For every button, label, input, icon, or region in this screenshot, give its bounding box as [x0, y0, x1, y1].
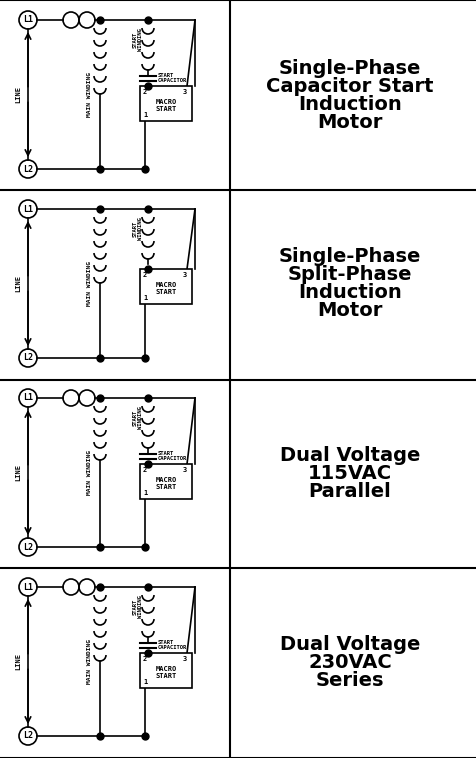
Text: Single-Phase: Single-Phase — [278, 58, 420, 77]
Text: Dual Voltage: Dual Voltage — [279, 635, 419, 654]
Text: Capacitor Start: Capacitor Start — [266, 77, 433, 96]
Text: MACRO
START: MACRO START — [155, 666, 176, 679]
Text: 2: 2 — [143, 656, 147, 662]
Text: 1: 1 — [143, 490, 147, 496]
Text: Induction: Induction — [298, 95, 401, 114]
Text: L2: L2 — [23, 353, 33, 362]
Text: 115VAC: 115VAC — [307, 465, 391, 484]
Text: L1: L1 — [23, 393, 33, 402]
Text: Single-Phase: Single-Phase — [278, 248, 420, 267]
Text: Series: Series — [315, 672, 384, 691]
Text: MAIN WINDING: MAIN WINDING — [87, 261, 92, 306]
Text: MACRO
START: MACRO START — [155, 477, 176, 490]
Text: L1: L1 — [23, 582, 33, 591]
Text: Parallel: Parallel — [308, 483, 390, 502]
Bar — [140, 86, 192, 121]
Text: MAIN WINDING: MAIN WINDING — [87, 639, 92, 684]
Text: 2: 2 — [143, 272, 147, 278]
Text: START
CAPACITOR: START CAPACITOR — [158, 450, 187, 462]
Text: L1: L1 — [23, 15, 33, 24]
Text: 3: 3 — [182, 272, 187, 278]
Text: Dual Voltage: Dual Voltage — [279, 446, 419, 465]
Text: 1: 1 — [143, 112, 147, 118]
Text: START
CAPACITOR: START CAPACITOR — [158, 640, 187, 650]
Text: LINE: LINE — [15, 653, 21, 670]
Text: Split-Phase: Split-Phase — [287, 265, 411, 284]
Text: Motor: Motor — [317, 112, 382, 131]
Text: START
WINDING: START WINDING — [132, 29, 143, 52]
Text: MAIN WINDING: MAIN WINDING — [87, 72, 92, 117]
Text: LINE: LINE — [15, 86, 21, 103]
Text: 2: 2 — [143, 467, 147, 473]
Text: 1: 1 — [143, 679, 147, 685]
Text: Induction: Induction — [298, 283, 401, 302]
Text: L2: L2 — [23, 164, 33, 174]
Text: LINE: LINE — [15, 464, 21, 481]
Text: 1: 1 — [143, 295, 147, 301]
Text: START
WINDING: START WINDING — [132, 406, 143, 429]
Text: START
WINDING: START WINDING — [132, 596, 143, 619]
Text: 230VAC: 230VAC — [307, 653, 391, 672]
Text: L2: L2 — [23, 543, 33, 552]
Text: MACRO
START: MACRO START — [155, 282, 176, 296]
Bar — [140, 653, 192, 688]
Text: LINE: LINE — [15, 275, 21, 292]
Text: MAIN WINDING: MAIN WINDING — [87, 450, 92, 495]
Text: MACRO
START: MACRO START — [155, 99, 176, 112]
Text: 3: 3 — [182, 89, 187, 95]
Text: 3: 3 — [182, 467, 187, 473]
Text: Motor: Motor — [317, 302, 382, 321]
Bar — [140, 269, 192, 304]
Text: 2: 2 — [143, 89, 147, 95]
Text: START
WINDING: START WINDING — [132, 218, 143, 240]
Text: START
CAPACITOR: START CAPACITOR — [158, 73, 187, 83]
Text: 3: 3 — [182, 656, 187, 662]
Text: L2: L2 — [23, 731, 33, 741]
Text: L1: L1 — [23, 205, 33, 214]
Bar — [140, 464, 192, 499]
